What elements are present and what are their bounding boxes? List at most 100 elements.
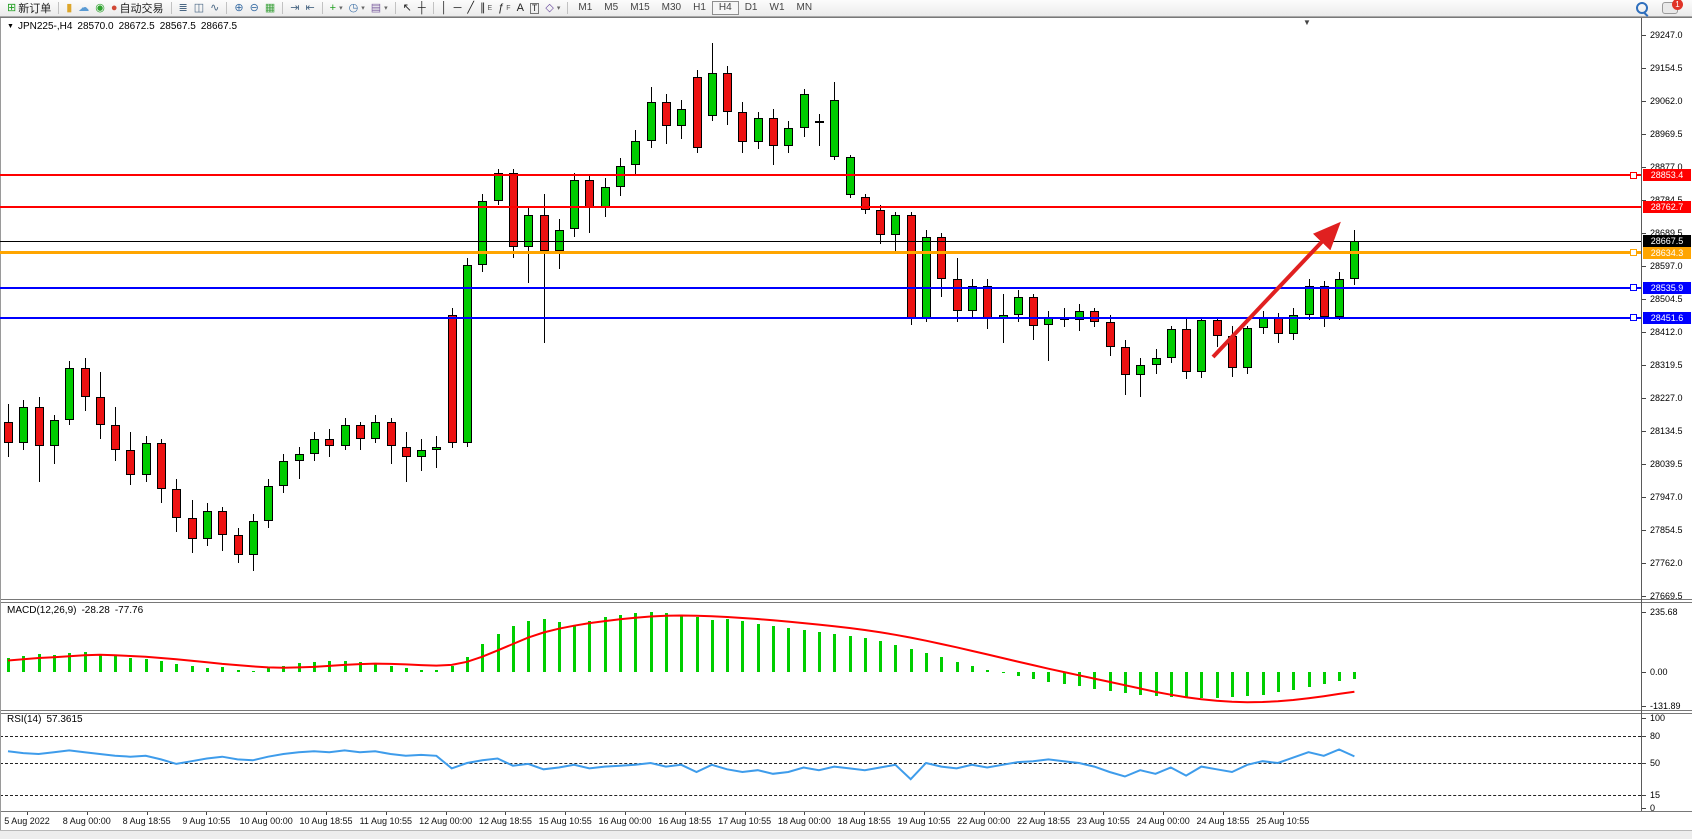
- templates-button[interactable]: ▤ ▾: [368, 1, 391, 16]
- candle-body: [1013, 297, 1023, 315]
- macd-histogram-bar: [52, 655, 56, 672]
- timeframe-d1-button[interactable]: D1: [744, 2, 758, 13]
- macd-histogram-bar: [7, 658, 10, 672]
- trend-line-icon: ╱: [467, 1, 474, 14]
- indicators-dropdown-icon[interactable]: ▾: [339, 5, 343, 12]
- macd-histogram-bar: [527, 621, 531, 672]
- candle-body: [692, 76, 702, 148]
- timeframe-m15-button[interactable]: M15: [630, 2, 650, 13]
- community-button[interactable]: ☁: [75, 1, 92, 16]
- level-line-handle[interactable]: [1630, 249, 1637, 257]
- gold-button[interactable]: ▮: [63, 1, 75, 16]
- vertical-line-icon: │: [440, 1, 448, 14]
- horizontal-level-line[interactable]: [0, 174, 1641, 176]
- macd-histogram-bar: [1093, 672, 1097, 689]
- current-price-line[interactable]: [0, 240, 1641, 242]
- crosshair-button[interactable]: ┼: [415, 1, 429, 16]
- candle-body: [34, 407, 44, 447]
- auto-scroll-button[interactable]: ⇥: [287, 1, 302, 16]
- vertical-line-button[interactable]: │: [438, 1, 451, 16]
- candle-body: [784, 128, 794, 146]
- horizontal-level-line[interactable]: [0, 316, 1641, 319]
- macd-histogram-bar: [1185, 672, 1189, 698]
- periods-button[interactable]: ◷ ▾: [346, 1, 368, 16]
- time-axis-tick: [1282, 811, 1284, 815]
- equidistant-channel-button[interactable]: ∥ E: [477, 1, 495, 16]
- timeframe-w1-button[interactable]: W1: [769, 2, 785, 13]
- candle-body: [1166, 329, 1176, 358]
- tile-windows-button[interactable]: ▦: [262, 1, 278, 16]
- chart-shift-marker-icon[interactable]: ▼: [1303, 18, 1311, 27]
- autotrading-icon: ●: [110, 1, 118, 14]
- timeframe-mn-button[interactable]: MN: [796, 2, 813, 13]
- macd-histogram-bar: [221, 667, 225, 672]
- macd-histogram-bar: [833, 633, 837, 672]
- timeframe-h4-button[interactable]: H4: [711, 1, 739, 15]
- timeframe-m1-button[interactable]: M1: [578, 2, 593, 13]
- macd-histogram-bar: [114, 656, 118, 672]
- candle-body: [1044, 318, 1054, 326]
- text-label-button[interactable]: T: [527, 1, 543, 16]
- horizontal-level-line[interactable]: [0, 286, 1641, 289]
- cursor-button[interactable]: ↖: [400, 1, 415, 16]
- autotrading-button[interactable]: ● 自动交易: [108, 1, 167, 16]
- price-axis-tick: [1641, 133, 1646, 135]
- time-axis-label: 10 Aug 00:00: [239, 816, 293, 826]
- window-divider: [0, 17, 1692, 18]
- macd-histogram-bar: [511, 626, 515, 672]
- level-line-handle[interactable]: [1630, 171, 1637, 179]
- macd-histogram-bar: [68, 652, 72, 672]
- horizontal-level-line[interactable]: [0, 251, 1641, 255]
- new-order-button[interactable]: ⊞ 新订单: [4, 1, 54, 16]
- text-button[interactable]: A: [514, 1, 527, 16]
- arrows-dropdown-icon[interactable]: ▾: [556, 5, 561, 12]
- level-line-handle[interactable]: [1630, 284, 1637, 292]
- rsi-pane[interactable]: [0, 712, 1641, 811]
- timeframe-m5-button[interactable]: M5: [604, 2, 619, 13]
- macd-histogram-bar: [251, 670, 255, 672]
- line-chart-button[interactable]: ∿: [207, 1, 222, 16]
- macd-histogram-bar: [634, 613, 638, 672]
- zoom-out-button[interactable]: ⊖: [247, 1, 262, 16]
- macd-histogram-bar: [313, 661, 316, 672]
- horizontal-level-line[interactable]: [0, 206, 1641, 209]
- arrows-button[interactable]: ◇ ▾: [542, 1, 563, 16]
- level-line-handle[interactable]: [1630, 314, 1637, 322]
- chart-title: ▼ JPN225-,H4 28570.0 28672.5 28567.5 28667.5: [7, 21, 242, 32]
- chat-icon[interactable]: 1: [1662, 0, 1683, 14]
- candle-body: [111, 425, 121, 450]
- timeframe-m30-button[interactable]: M30: [661, 2, 682, 13]
- price-axis-tick: [1641, 464, 1646, 466]
- search-icon[interactable]: [1636, 2, 1648, 14]
- candle-body: [386, 421, 396, 447]
- candle-body: [478, 201, 488, 266]
- time-axis-label: 11 Aug 10:55: [359, 816, 412, 826]
- macd-histogram-bar: [925, 652, 928, 672]
- candle-body: [141, 442, 151, 475]
- collapse-triangle-icon[interactable]: ▼: [7, 23, 14, 30]
- macd-histogram-bar: [1231, 672, 1234, 698]
- periods-icon: ◷: [348, 1, 359, 14]
- macd-histogram-bar: [1078, 672, 1081, 686]
- horizontal-line-button[interactable]: ─: [451, 1, 465, 16]
- indicators-button[interactable]: + ▾: [327, 1, 346, 16]
- macd-histogram-bar: [1001, 672, 1005, 673]
- macd-axis-tick: [1641, 672, 1646, 673]
- zoom-out-icon: ⊖: [249, 1, 259, 14]
- candlestick-chart-button[interactable]: ◫: [191, 1, 207, 16]
- zoom-in-button[interactable]: ⊕: [231, 1, 246, 16]
- bar-chart-button[interactable]: ≣: [176, 1, 191, 16]
- periods-dropdown-icon[interactable]: ▾: [361, 5, 365, 12]
- chart-shift-button[interactable]: ⇤: [302, 1, 317, 16]
- trend-line-button[interactable]: ╱: [464, 1, 477, 16]
- templates-dropdown-icon[interactable]: ▾: [384, 5, 388, 12]
- price-axis-border[interactable]: [1641, 18, 1642, 811]
- macd-histogram-bar: [435, 670, 439, 672]
- price-chart-pane[interactable]: [0, 18, 1641, 598]
- signals-button[interactable]: ◉: [92, 1, 108, 16]
- macd-histogram-bar: [741, 621, 745, 672]
- timeframe-h1-button[interactable]: H1: [693, 2, 706, 13]
- macd-histogram-bar: [481, 644, 485, 672]
